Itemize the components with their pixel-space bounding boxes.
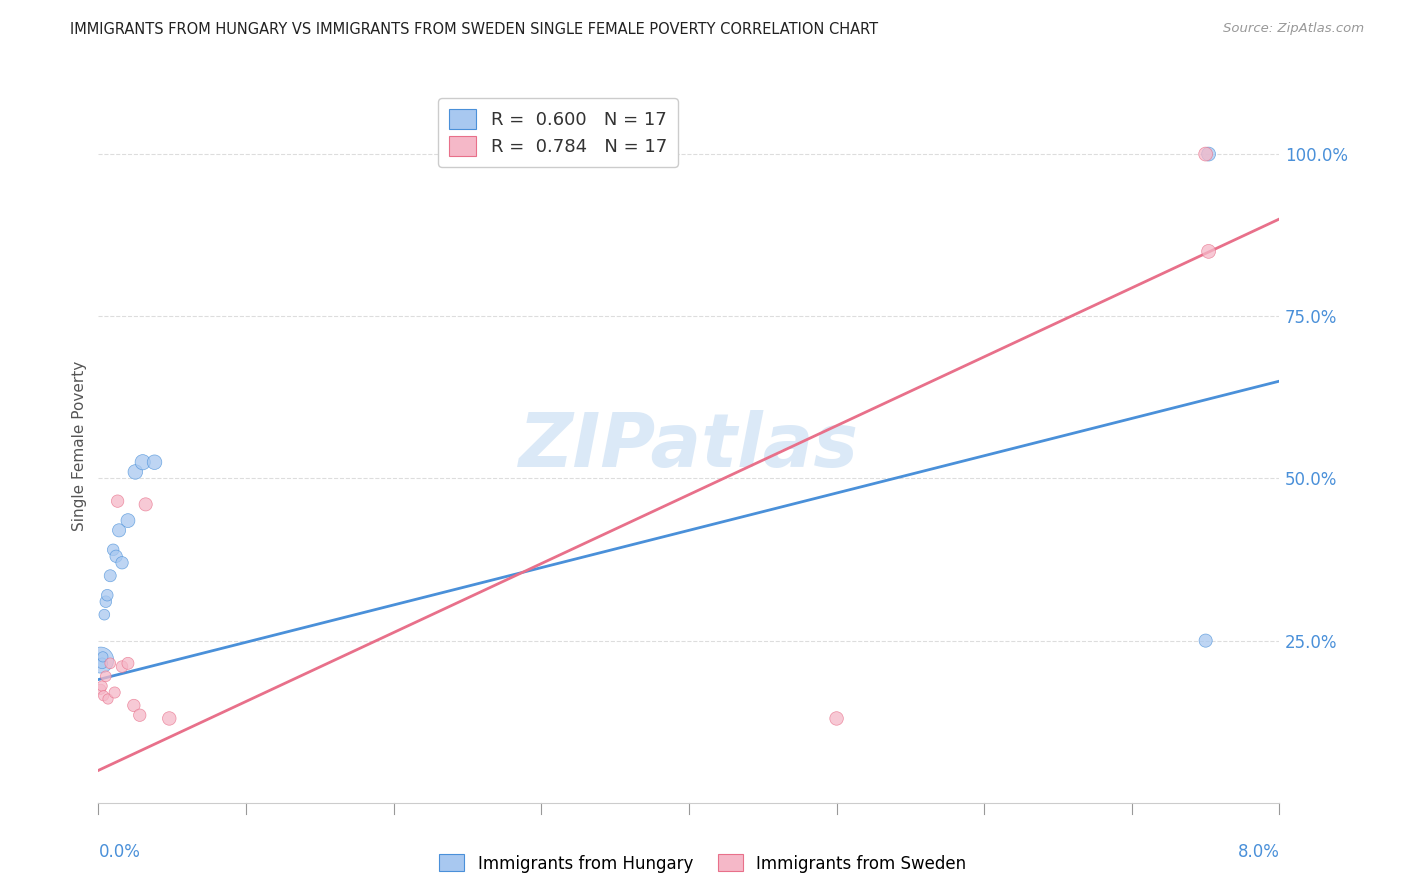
Point (97, 692, 120, 706)
Point (128, 708, 150, 723)
Point (105, 549, 128, 564)
Point (111, 556, 134, 570)
Text: 8.0%: 8.0% (1237, 843, 1279, 861)
Point (135, 497, 157, 511)
Point (91, 679, 114, 693)
Point (91, 657, 114, 671)
Point (98, 568, 121, 582)
Text: ZIPatlas: ZIPatlas (519, 409, 859, 483)
Point (122, 698, 145, 713)
Text: Source: ZipAtlas.com: Source: ZipAtlas.com (1223, 22, 1364, 36)
Point (825, 711, 848, 725)
Point (107, 494, 129, 508)
Legend: R =  0.600   N = 17, R =  0.784   N = 17: R = 0.600 N = 17, R = 0.784 N = 17 (439, 98, 678, 167)
Point (132, 455, 155, 469)
Point (124, 465, 146, 479)
Point (1198, 244, 1220, 259)
Point (1194, 633, 1216, 648)
Legend: Immigrants from Hungary, Immigrants from Sweden: Immigrants from Hungary, Immigrants from… (433, 847, 973, 880)
Point (157, 711, 180, 725)
Point (111, 659, 134, 673)
Point (93, 607, 115, 622)
Point (94, 595, 117, 609)
Point (103, 542, 125, 557)
Point (108, 524, 131, 538)
Point (93, 689, 115, 703)
Point (90, 653, 112, 667)
Point (104, 685, 127, 699)
Point (96, 588, 118, 602)
Point (117, 657, 139, 671)
Point (117, 514, 139, 528)
Text: IMMIGRANTS FROM HUNGARY VS IMMIGRANTS FROM SWEDEN SINGLE FEMALE POVERTY CORRELAT: IMMIGRANTS FROM HUNGARY VS IMMIGRANTS FR… (70, 22, 879, 37)
Point (94, 669, 117, 683)
Point (143, 455, 166, 469)
Point (1194, 147, 1216, 161)
Y-axis label: Single Female Poverty: Single Female Poverty (72, 361, 87, 531)
Point (91, 649, 114, 664)
Point (1198, 147, 1220, 161)
Text: 0.0%: 0.0% (98, 843, 141, 861)
Point (98, 657, 121, 671)
Point (90, 682, 112, 697)
